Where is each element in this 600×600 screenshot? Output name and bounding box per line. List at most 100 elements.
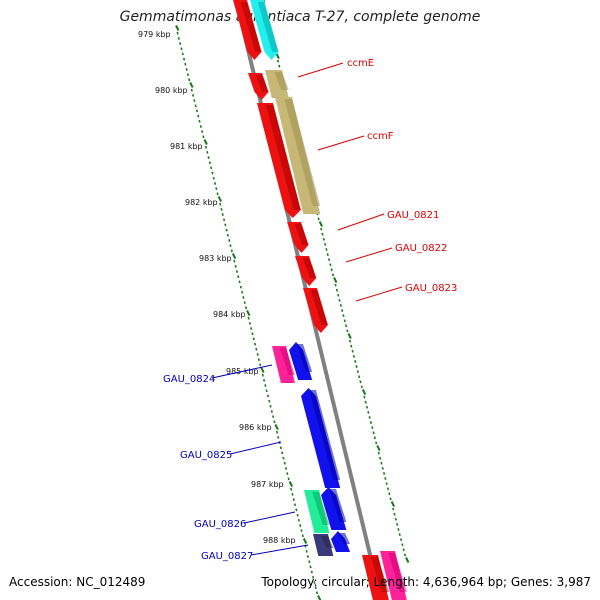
ruler-tick: [225, 228, 228, 232]
ruler-tick: [259, 363, 262, 367]
ruler-tick: [350, 344, 353, 348]
ruler-tick: [190, 88, 193, 92]
ruler-tick: [313, 581, 316, 584]
gene-label-forward[interactable]: GAU_0823: [405, 283, 457, 294]
ruler-tick: [296, 513, 299, 517]
ruler-tick: [292, 498, 295, 501]
ruler-tick: [274, 424, 279, 430]
gene-leader-line: [317, 135, 365, 151]
gene-label-forward[interactable]: GAU_0821: [387, 210, 439, 221]
ruler-tick: [405, 557, 410, 563]
gene-leader-line: [229, 441, 282, 455]
feature-bar: [303, 288, 328, 333]
ruler-tick: [346, 329, 349, 333]
ruler-tick: [403, 553, 407, 557]
ruler-tick: [217, 196, 222, 202]
ruler-tick: [247, 316, 250, 320]
map-title: Gemmatimonas aurantiaca T-27, complete g…: [119, 9, 481, 25]
ruler-tick: [284, 467, 288, 470]
ruler-tick: [372, 431, 375, 435]
ruler-tick: [392, 507, 395, 511]
ruler-tick: [360, 385, 363, 389]
ruler-tick: [237, 275, 240, 279]
ruler-tick: [201, 130, 204, 134]
ruler-tick: [331, 273, 335, 277]
ruler-tick: [185, 68, 188, 71]
ruler-tick: [206, 150, 209, 154]
ruler-tick: [180, 47, 183, 51]
gene-label-reverse[interactable]: GAU_0826: [194, 519, 246, 530]
ruler-tick: [279, 446, 282, 450]
feature-bar: [380, 551, 407, 600]
ruler-tick: [381, 466, 384, 470]
ruler-tick: [399, 538, 403, 542]
ruler-tick: [321, 232, 324, 236]
ruler-tick: [388, 492, 391, 496]
ruler-tick: [261, 373, 264, 377]
ruler-tick: [297, 518, 301, 522]
ruler-tick: [194, 104, 197, 108]
ruler-tick: [314, 586, 317, 590]
genome-stats: Topology: circular; Length: 4,636,964 bp…: [261, 575, 591, 589]
gene-label-forward[interactable]: ccmE: [347, 58, 374, 69]
ruler-tick: [309, 565, 312, 569]
ruler-tick: [212, 176, 215, 180]
gene-labels: ccmE ccmF GAU_0821 GAU_0822 GAU_0823 GAU_0824…: [163, 58, 457, 562]
gene-leader-line: [337, 213, 385, 231]
gene-label-reverse[interactable]: GAU_0825: [180, 450, 232, 461]
ruler-tick: [226, 233, 230, 237]
ruler-tick: [222, 218, 226, 222]
ruler-tick: [199, 125, 202, 128]
ruler-tick: [347, 333, 352, 339]
gene-label-forward[interactable]: ccmF: [367, 131, 394, 142]
feature-bar: [248, 73, 269, 100]
ruler-tick: [322, 237, 325, 241]
ruler-tick: [308, 560, 311, 564]
ruler-label: 979 kbp: [138, 30, 171, 39]
ruler-tick: [234, 264, 237, 268]
ruler-tick: [371, 426, 374, 430]
ruler-tick: [327, 258, 331, 262]
ruler-tick: [345, 324, 348, 328]
ruler-tick: [393, 512, 396, 516]
gene-label-reverse[interactable]: GAU_0824: [163, 374, 215, 385]
ruler-tick: [277, 435, 280, 439]
ruler-tick: [306, 555, 310, 558]
ruler-tick: [263, 378, 266, 382]
ruler-tick: [288, 481, 293, 487]
ruler-tick: [337, 293, 340, 297]
ruler-tick: [275, 53, 280, 59]
feature-bar: [321, 487, 347, 530]
ruler-tick: [310, 570, 313, 574]
ruler-tick: [266, 394, 270, 398]
ruler-tick: [211, 171, 214, 175]
ruler-tick: [377, 451, 380, 455]
ruler-tick: [233, 259, 236, 263]
ruler-tick: [329, 263, 332, 267]
ruler-inner: [175, 25, 322, 600]
gene-label-forward[interactable]: GAU_0822: [395, 243, 447, 254]
gene-label-reverse[interactable]: GAU_0827: [201, 551, 253, 562]
ruler-tick: [253, 342, 257, 346]
feature-bar: [295, 256, 317, 286]
ruler-label: 984 kbp: [213, 310, 246, 319]
ruler-tick: [376, 445, 381, 451]
ruler-tick: [320, 227, 323, 231]
ruler-tick: [348, 339, 352, 343]
ruler-tick: [402, 548, 405, 552]
accession-text: Accession: NC_012489: [9, 575, 146, 589]
ruler-tick: [228, 239, 231, 242]
ruler-tick: [184, 62, 187, 66]
ruler-tick: [251, 332, 254, 336]
ruler-tick: [193, 99, 196, 102]
ruler-tick: [243, 301, 246, 305]
ruler-tick: [188, 78, 191, 82]
ruler-tick: [272, 415, 275, 419]
feature-bar: [287, 222, 309, 253]
ruler-tick: [219, 202, 222, 206]
ruler-tick: [326, 253, 329, 256]
ruler-tick: [379, 456, 382, 460]
ruler-tick: [390, 501, 395, 507]
